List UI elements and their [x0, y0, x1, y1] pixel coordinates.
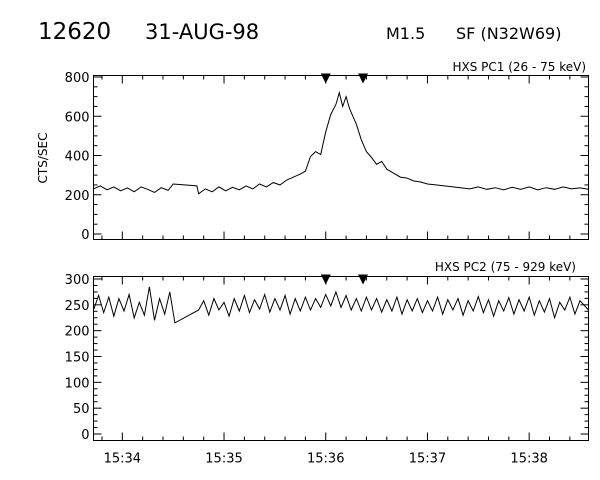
panel-pc2-frame [93, 276, 589, 441]
y-tick-label: 400 [65, 150, 90, 165]
interval-marker [358, 274, 369, 285]
series-line [93, 90, 589, 195]
panel-pc1-title: HXS PC1 (26 - 75 keV) [452, 60, 586, 74]
panel-pc2-title: HXS PC2 (75 - 929 keV) [435, 260, 576, 274]
panel-pc2-y-axis: 0 50 100 150 200 250 300 [65, 273, 589, 443]
panel-pc2-x-axis: 15:34 15:35 15:36 15:37 15:38 [101, 276, 571, 467]
x-tick-label: 15:34 [104, 452, 141, 467]
interval-marker [358, 73, 369, 84]
panel-pc2-series [93, 286, 589, 324]
panel-pc1-x-axis [101, 75, 571, 240]
interval-marker [320, 274, 331, 285]
series-line [93, 286, 589, 324]
x-tick-label: 15:36 [307, 452, 344, 467]
panel-pc1: HXS PC1 (26 - 75 keV) CTS/SEC 0 200 400 600… [36, 60, 589, 243]
interval-marker [320, 73, 331, 84]
panel-pc1-series [93, 90, 589, 195]
panel-pc1-frame [93, 75, 589, 240]
y-tick-label: 50 [73, 402, 90, 417]
panel-pc2-markers [320, 274, 369, 285]
x-tick-label: 15:37 [409, 452, 446, 467]
y-tick-label: 800 [65, 71, 90, 86]
panel-pc1-markers [320, 73, 369, 84]
x-tick-label: 15:38 [510, 452, 547, 467]
y-tick-label: 200 [65, 325, 90, 340]
panel-pc1-y-axis: 0 200 400 600 800 [65, 71, 589, 243]
panel-pc2: HXS PC2 (75 - 929 keV) 0 50 100 150 200 250 30… [65, 260, 589, 467]
y-tick-label: 100 [65, 376, 90, 391]
y-tick-label: 0 [81, 428, 89, 443]
y-tick-label: 600 [65, 110, 90, 125]
y-tick-label: 250 [65, 299, 90, 314]
event-date: 31-AUG-98 [145, 20, 259, 44]
y-tick-label: 300 [65, 273, 90, 288]
flare-location: SF (N32W69) [456, 24, 561, 43]
x-tick-label: 15:35 [205, 452, 242, 467]
panel-pc1-ylabel: CTS/SEC [36, 133, 50, 184]
y-tick-label: 150 [65, 351, 90, 366]
y-tick-label: 200 [65, 189, 90, 204]
goes-class: M1.5 [386, 24, 425, 43]
y-tick-label: 0 [81, 228, 89, 243]
event-number: 12620 [38, 19, 111, 45]
